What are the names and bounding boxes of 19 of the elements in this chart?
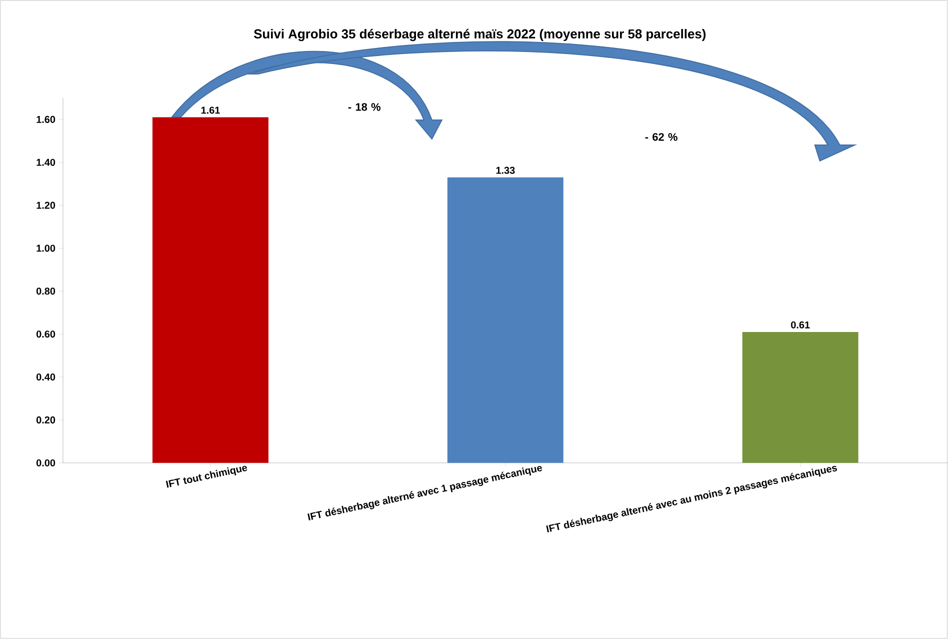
data-label: 0.61 bbox=[791, 321, 810, 328]
y-tick-label: 0.80 bbox=[36, 288, 56, 295]
bar bbox=[447, 177, 564, 463]
y-tick-label: 1.20 bbox=[36, 202, 56, 209]
annotation: - 18 % bbox=[348, 103, 381, 111]
y-tick-label: 0.00 bbox=[36, 459, 56, 466]
y-tick-label: 0.20 bbox=[36, 416, 56, 424]
annotation: - 62 % bbox=[645, 133, 678, 141]
bar bbox=[742, 332, 858, 463]
x-tick-label: IFT désherbage alterné avec 1 passage mécanique bbox=[308, 466, 542, 520]
y-tick-label: 0.40 bbox=[36, 374, 56, 381]
chart-title: Suivi Agrobio 35 déserbage alterné maïs 2022 (moyenne sur 58 parcelles) bbox=[254, 28, 706, 42]
y-tick-label: 1.60 bbox=[36, 116, 56, 124]
x-tick-label: IFT tout chimique bbox=[166, 466, 248, 488]
y-tick-label: 0.60 bbox=[36, 330, 56, 338]
data-label: 1.61 bbox=[201, 106, 220, 114]
y-tick-label: 1.00 bbox=[36, 244, 56, 252]
y-tick-label: 1.40 bbox=[36, 158, 56, 166]
data-label: 1.33 bbox=[496, 166, 515, 174]
